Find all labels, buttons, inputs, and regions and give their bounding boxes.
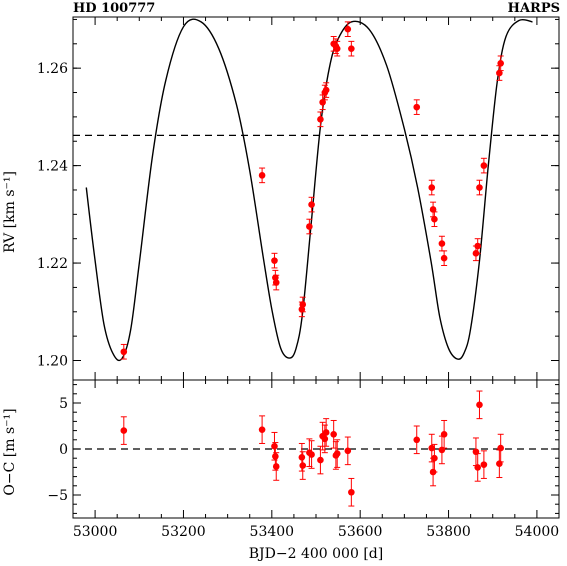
rv-data-point xyxy=(440,254,448,262)
residual-data-point xyxy=(120,427,128,434)
residual-x-tick-label: 53600 xyxy=(338,524,383,540)
instrument-label: HARPS xyxy=(508,1,560,16)
rv-data-point xyxy=(496,69,503,77)
residual-data-point xyxy=(258,426,266,433)
residual-panel: −5 0 5 53000 53200 53400 53600 53800 54000 xyxy=(47,380,559,540)
rv-data-point xyxy=(319,98,326,106)
rv-data-point xyxy=(497,59,504,67)
rv-data-point xyxy=(272,279,280,286)
residual-data-point xyxy=(428,444,436,452)
rv-data-point xyxy=(120,348,128,356)
rv-data-point xyxy=(428,184,436,191)
rv-data-point xyxy=(438,240,446,247)
rv-data-point xyxy=(429,206,437,213)
residual-y-tick-label: 5 xyxy=(59,396,68,412)
residual-data-point xyxy=(321,435,329,443)
residual-x-tick-label: 53400 xyxy=(250,524,295,540)
residual-data-point xyxy=(480,461,488,468)
residual-x-tick-label: 53800 xyxy=(426,524,471,540)
rv-data-point xyxy=(258,172,266,179)
residual-data-point xyxy=(476,401,483,409)
residual-data-point xyxy=(348,488,355,496)
rv-data-point xyxy=(333,45,341,52)
residual-y-tick-label: 0 xyxy=(59,442,68,458)
rv-y-tick-label: 1.24 xyxy=(37,159,68,175)
residual-data-point xyxy=(413,436,421,444)
rv-y-tick-label: 1.26 xyxy=(37,61,68,77)
residual-data-point xyxy=(497,444,504,452)
residual-x-tick-label: 53200 xyxy=(161,524,206,540)
residual-data-point xyxy=(299,462,307,469)
x-axis-title: BJD−2 400 000 [d] xyxy=(249,546,383,562)
rv-data-point xyxy=(317,116,324,123)
residual-data-point xyxy=(333,450,341,457)
star-name-label: HD 100777 xyxy=(73,1,155,16)
residual-data-point xyxy=(474,464,482,471)
rv-data-point xyxy=(272,274,279,281)
residual-data-point xyxy=(271,442,278,450)
rv-data-point xyxy=(306,223,313,230)
keplerian-model-curve xyxy=(85,18,533,362)
residual-data-point xyxy=(330,430,337,438)
residual-y-tick-label: −5 xyxy=(47,488,68,504)
rv-y-tick-label: 1.20 xyxy=(37,354,68,370)
rv-panel: 1.20 1.22 1.24 1.26 xyxy=(37,17,559,380)
rv-data-point xyxy=(431,215,438,223)
rv-data-point xyxy=(480,162,488,169)
residual-data-point xyxy=(440,430,448,438)
rv-data-point xyxy=(344,25,352,33)
rv-y-axis-title: RV [km s⁻¹] xyxy=(2,171,18,253)
rv-data-point xyxy=(322,86,330,94)
residual-data-point xyxy=(272,453,279,460)
rv-data-point xyxy=(299,301,307,308)
rv-data-point xyxy=(348,45,355,52)
rv-data-point xyxy=(271,257,278,264)
residual-data-point xyxy=(308,451,315,458)
residual-y-axis-title: O−C [m s⁻¹] xyxy=(2,408,18,495)
rv-data-point xyxy=(413,103,421,111)
residual-data-point xyxy=(322,429,330,436)
rv-data-point xyxy=(308,201,315,208)
residual-x-tick-label: 54000 xyxy=(515,524,560,540)
rv-data-point xyxy=(476,184,483,191)
residual-data-point xyxy=(272,463,280,470)
residual-x-tick-label: 53000 xyxy=(73,524,118,540)
residual-data-point xyxy=(317,456,324,464)
rv-y-tick-label: 1.22 xyxy=(37,256,68,272)
residual-data-point xyxy=(431,454,438,462)
residual-data-point xyxy=(344,447,352,455)
rv-data-point xyxy=(298,306,306,313)
rv-panel-frame xyxy=(72,16,560,381)
residual-data-point xyxy=(298,453,306,461)
rv-data-point xyxy=(474,242,482,250)
